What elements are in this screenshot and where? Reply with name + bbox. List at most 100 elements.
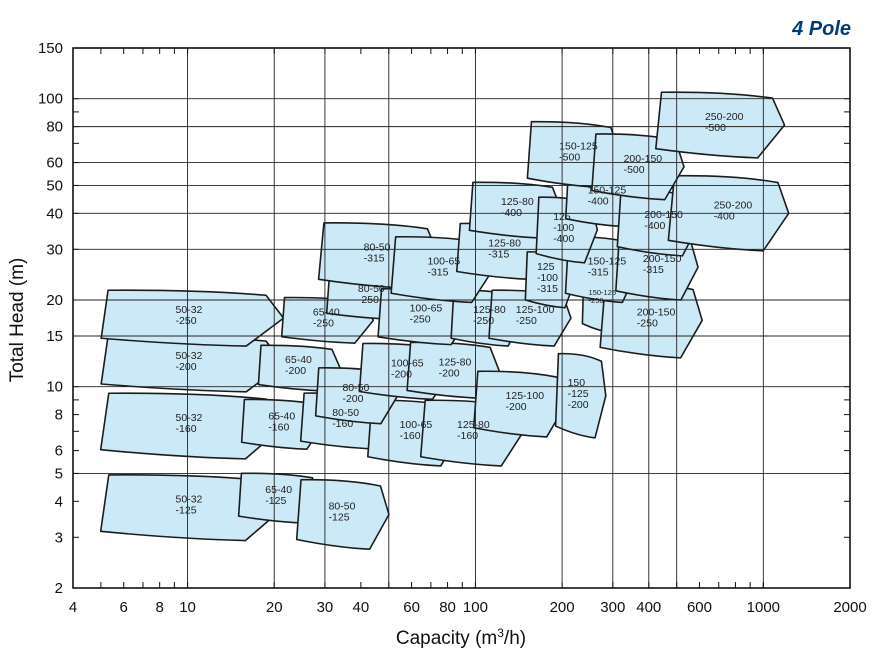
pump-model-label-line: 80-50 — [364, 242, 391, 254]
x-tick-label: 30 — [317, 599, 334, 616]
pump-model-label-line: 200-150 — [643, 253, 682, 265]
x-tick-label: 10 — [179, 599, 196, 616]
pump-model-label: 50-32 -250 — [176, 304, 203, 327]
pump-model-label-line: -400 — [553, 233, 574, 245]
y-tick-label: 2 — [55, 580, 63, 597]
pump-model-label: 50-32 -200 — [176, 350, 203, 373]
pump-model-label: 150-125 -315 — [588, 256, 627, 279]
pump-model-label-line: 125-100 — [516, 304, 555, 316]
pump-model-label-line: -400 — [644, 220, 665, 232]
axis-ticks-layer: 4 6 8 10 20 30 40 60 80 100 200 300 400 600 1000 2000 2 3… — [38, 40, 867, 616]
pump-model-label-line: -200 — [176, 361, 197, 373]
pump-model-label-line: 80-50 — [358, 283, 385, 295]
y-tick-label: 6 — [55, 443, 63, 460]
pump-model-label-line: 100-65 — [391, 357, 424, 369]
pump-model-label-line: -315 — [588, 267, 609, 279]
pump-model-label: 200-150 -315 — [643, 253, 682, 276]
pump-model-label-line: -250 — [313, 317, 334, 329]
y-tick-label: 100 — [38, 91, 63, 108]
pump-model-label-line: -400 — [501, 207, 522, 219]
pump-model-label: 200-150 -250 — [637, 306, 676, 329]
pump-model-label-line: 150 — [568, 377, 586, 389]
y-tick-label: 40 — [46, 205, 63, 222]
pump-model-label-line: -100 — [537, 272, 558, 284]
pump-model-label-line: 150-125 — [588, 256, 627, 268]
x-tick-label: 100 — [463, 599, 488, 616]
pump-model-label-line: -500 — [624, 164, 645, 176]
pump-model-label-line: -160 — [332, 418, 353, 430]
pump-model-label-line: 65-40 — [268, 410, 295, 422]
pump-model-label-line: 125-100 — [506, 390, 545, 402]
pump-model-label-line: 150-125 — [588, 185, 627, 197]
pump-model-label: 100-65 -160 — [400, 419, 433, 442]
y-tick-label: 80 — [46, 119, 63, 136]
pump-model-label: 65-40 -160 — [268, 410, 295, 433]
pump-model-label-line: 125-80 — [457, 419, 490, 431]
pump-model-label-line: -250 — [589, 296, 604, 305]
pump-model-label-line: 65-40 — [265, 484, 292, 496]
pump-model-label: 125-80 -400 — [501, 196, 534, 219]
x-axis-title-superscript: 3 — [497, 626, 504, 640]
pump-model-label-line: -250 — [473, 315, 494, 327]
pump-model-label-line: -315 — [537, 283, 558, 295]
chart-title: 4 Pole — [792, 18, 851, 40]
pump-model-label: 125 -100 -400 — [553, 211, 574, 245]
pump-model-label-line: -200 — [391, 368, 412, 380]
pump-model-label-line: 125-80 — [488, 237, 521, 249]
pump-model-label: 80-50 -160 — [332, 407, 359, 430]
pump-model-label-line: 100-65 — [400, 419, 433, 431]
grid-layer — [72, 47, 851, 589]
y-tick-label: 30 — [46, 241, 63, 258]
pump-tile — [654, 91, 786, 159]
pump-model-label-line: -315 — [643, 264, 664, 276]
x-tick-label: 300 — [600, 599, 625, 616]
pump-model-label-line: 100-65 — [410, 303, 443, 315]
y-tick-label: 15 — [46, 328, 63, 345]
pump-model-label: 125-80 -200 — [439, 356, 472, 379]
pump-model-label-line: 50-32 — [176, 304, 203, 316]
pump-model-label-line: -125 — [265, 495, 286, 507]
pump-model-label: 100-65 -250 — [410, 303, 443, 326]
pump-model-label-line: -200 — [506, 401, 527, 413]
pump-model-label: 150-125 -250 — [589, 288, 617, 305]
pump-model-label-line: -160 — [457, 430, 478, 442]
y-tick-label: 8 — [55, 407, 63, 424]
pump-model-label-line: 80-50 — [329, 500, 356, 512]
pump-model-label-line: 80-50 — [332, 407, 359, 419]
pump-model-label: 50-32 -160 — [176, 412, 203, 435]
x-tick-label: 6 — [120, 599, 128, 616]
pump-model-label: 65-40 -125 — [265, 484, 292, 507]
pump-model-label-line: 65-40 — [313, 306, 340, 318]
y-tick-label: 10 — [46, 379, 63, 396]
x-tick-label: 20 — [266, 599, 283, 616]
pump-model-label: 80-50 -315 — [364, 242, 391, 265]
pump-model-label-line: -250 — [176, 315, 197, 327]
pump-model-label-line: 200-150 — [637, 306, 676, 318]
pump-tile — [554, 352, 607, 439]
pump-model-label: 200-150 -500 — [624, 153, 663, 176]
x-tick-label: 200 — [550, 599, 575, 616]
pump-model-label: 65-40 -200 — [285, 354, 312, 377]
x-tick-label: 8 — [155, 599, 163, 616]
pump-model-label: 200-150 -400 — [644, 209, 683, 232]
y-tick-label: 20 — [46, 292, 63, 309]
pump-model-label-line: -250 — [410, 314, 431, 326]
pump-model-label-line: -200 — [568, 399, 589, 411]
pump-model-label-line: -250 — [358, 294, 379, 306]
pump-model-label: 125-100 -200 — [506, 390, 545, 413]
pump-model-label: 65-40 -250 — [313, 306, 340, 329]
pump-model-label-line: 200-150 — [624, 153, 663, 165]
pump-model-label: 125-100 -250 — [516, 304, 555, 327]
pump-model-label-line: -315 — [364, 253, 385, 265]
pump-model-label-line: 50-32 — [176, 412, 203, 424]
pump-model-label-line: 80-50 — [342, 382, 369, 394]
pump-model-label-line: 125 — [553, 211, 571, 223]
x-tick-label: 60 — [403, 599, 420, 616]
pump-tile — [100, 289, 285, 347]
x-axis-title: Capacity (m3/h) — [396, 626, 526, 649]
pump-model-label-line: -250 — [637, 317, 658, 329]
pump-model-label-line: 150-125 — [589, 288, 617, 297]
pump-model-label-line: 125-80 — [501, 196, 534, 208]
pump-model-label: 125-80 -315 — [488, 237, 521, 260]
